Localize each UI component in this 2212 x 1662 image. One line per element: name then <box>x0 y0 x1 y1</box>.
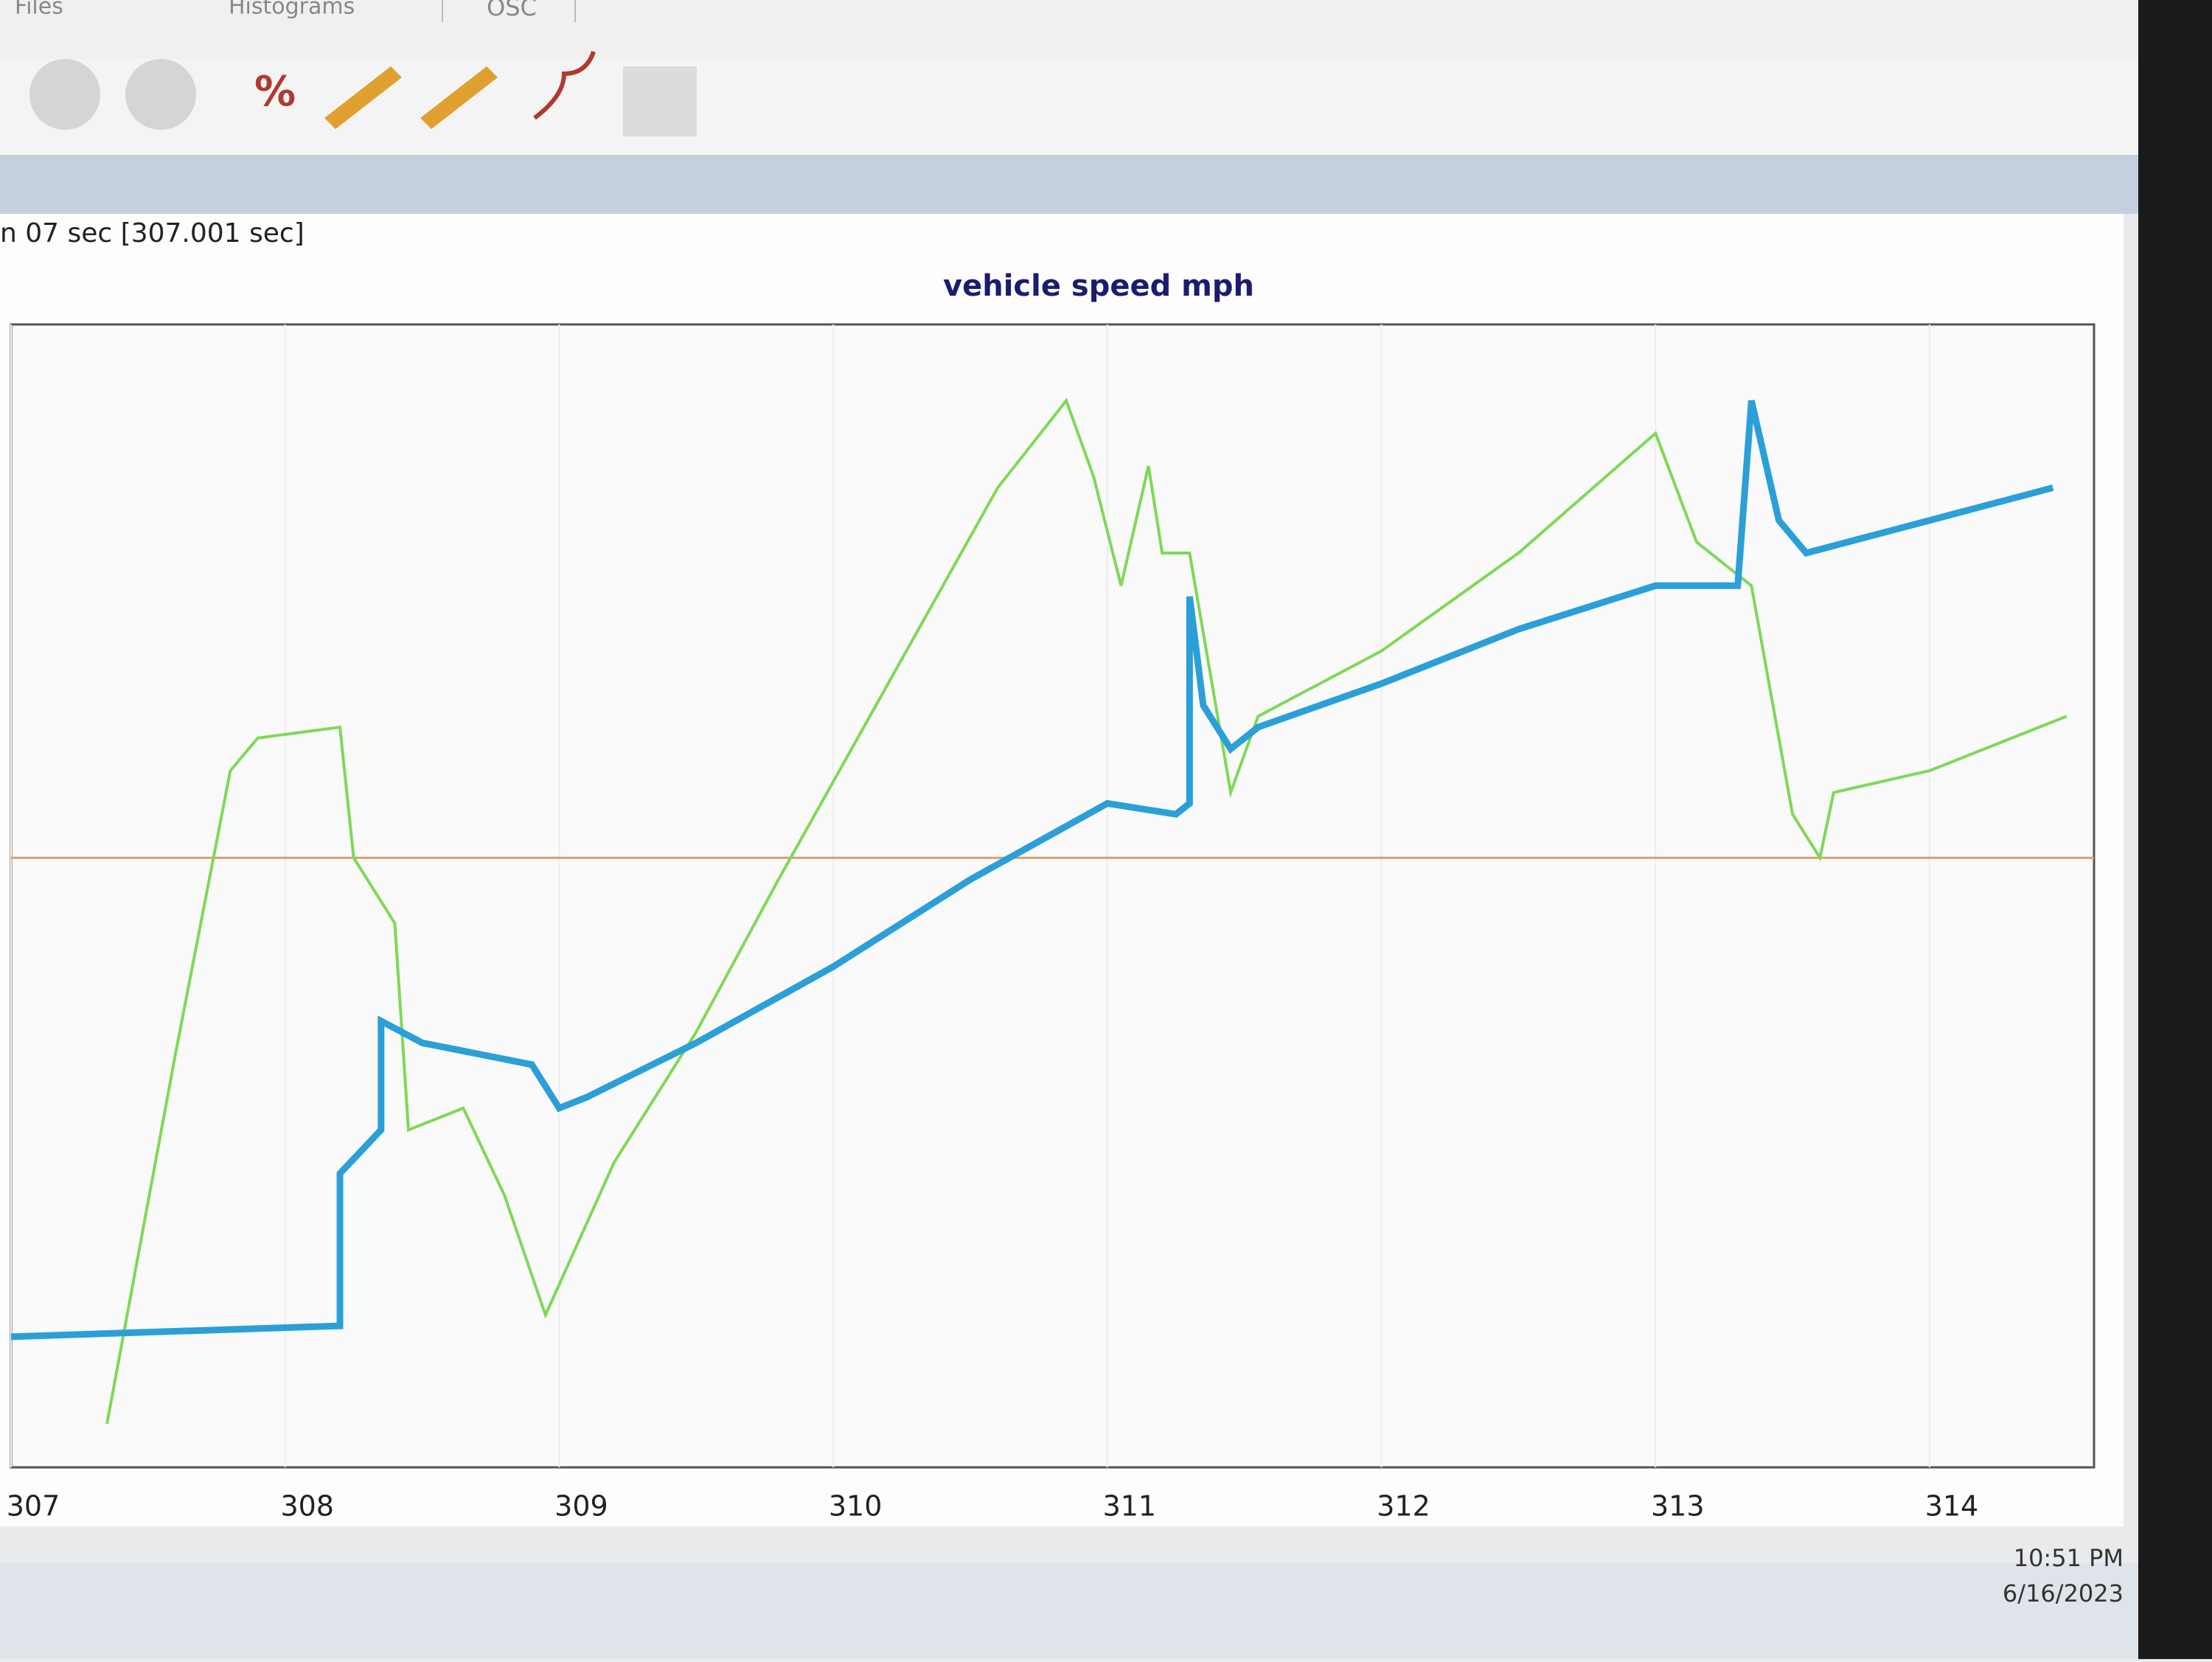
tab[interactable]: Files <box>15 0 63 20</box>
tab[interactable]: Histograms <box>229 0 355 20</box>
x-tick-label: 309 <box>554 1490 608 1523</box>
pencil-right[interactable] <box>420 66 498 129</box>
chart-title: vehicle speed mph <box>943 269 1254 303</box>
stop-button[interactable] <box>125 59 196 130</box>
taskbar-date: 6/16/2023 <box>2003 1579 2124 1607</box>
curve-icon[interactable] <box>533 50 596 120</box>
tab[interactable]: OSC <box>487 0 537 21</box>
x-tick-label: 307 <box>7 1490 60 1523</box>
taskbar-time: 10:51 PM <box>2014 1544 2124 1572</box>
taskbar <box>0 1563 2138 1659</box>
series-line <box>105 397 2067 1425</box>
percent-button[interactable]: % <box>254 68 296 116</box>
blue-band <box>0 155 2212 214</box>
tab-bar <box>0 0 2212 59</box>
fit-button[interactable] <box>623 66 697 136</box>
pause-button[interactable] <box>29 59 100 130</box>
series-line <box>10 400 2054 1341</box>
x-tick-label: 310 <box>829 1490 883 1523</box>
toolbar <box>0 59 2212 155</box>
plot-area <box>10 323 2096 1469</box>
x-tick-label: 308 <box>280 1490 334 1523</box>
x-tick-label: 311 <box>1103 1490 1157 1523</box>
x-tick-label: 312 <box>1377 1490 1430 1523</box>
screen-bezel <box>2138 0 2212 1659</box>
x-tick-label: 313 <box>1651 1490 1705 1523</box>
status-text: n 07 sec [307.001 sec] <box>0 218 305 248</box>
x-tick-label: 314 <box>1925 1490 1979 1523</box>
pencil-left[interactable] <box>324 66 402 129</box>
